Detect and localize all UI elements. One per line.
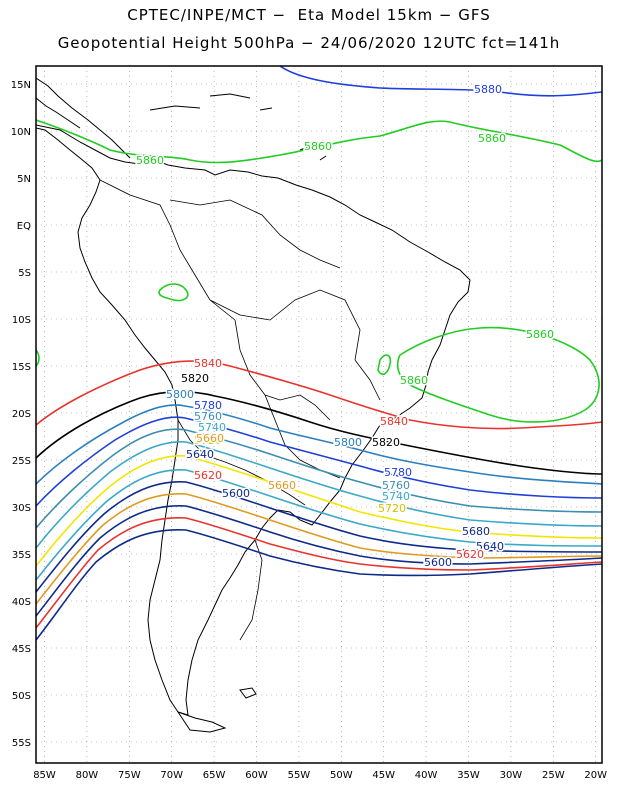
contour-5800 — [36, 404, 602, 485]
lat-tick-label: 45S — [12, 644, 31, 655]
contour-label: 5800 — [166, 388, 194, 401]
lat-tick-label: 40S — [12, 597, 31, 608]
lon-tick-label: 60W — [245, 770, 268, 781]
contour-label: 5600 — [222, 487, 250, 500]
contour-label: 5620 — [456, 548, 484, 561]
lon-tick-label: 50W — [330, 770, 353, 781]
contour-5780 — [36, 416, 602, 507]
contour-label: 5860 — [526, 328, 554, 341]
contour-label: 5640 — [476, 540, 504, 553]
lat-tick-label: 50S — [12, 691, 31, 702]
contour-label: 5660 — [196, 432, 224, 445]
lon-tick-label: 65W — [203, 770, 226, 781]
central-america-coastline-north — [36, 97, 81, 129]
lon-tick-label: 25W — [542, 770, 565, 781]
caribbean-islands — [149, 93, 327, 161]
contour-5840 — [36, 360, 602, 430]
latitude-labels: 15N 10N 5N EQ 5S 10S 15S 20S 25S 30S 35S 40S 45S 50S 5… — [11, 80, 31, 749]
tierra-del-fuego — [176, 711, 227, 733]
contour-label: 5860 — [400, 374, 428, 387]
contour-5820 — [36, 390, 602, 475]
contour-label: 5860 — [304, 140, 332, 153]
lon-tick-label: 70W — [160, 770, 183, 781]
contour-5640 — [36, 505, 602, 617]
contour-5720 — [36, 455, 602, 567]
lat-tick-label: 55S — [12, 738, 31, 749]
graticule — [36, 66, 602, 763]
lat-tick-label: 15S — [12, 362, 31, 373]
lat-tick-label: 20S — [12, 409, 31, 420]
contour-label: 5760 — [194, 410, 222, 423]
lon-tick-label: 75W — [118, 770, 141, 781]
contour-label: 5760 — [382, 479, 410, 492]
contour-labels: 5880 5860 5860 5860 5860 5860 5840 5840 5820 5820… — [135, 82, 556, 571]
contour-label: 5720 — [194, 434, 222, 447]
lat-tick-label: 10S — [12, 315, 31, 326]
contour-5860-amazon — [158, 283, 189, 302]
contour-label: 5860 — [136, 154, 164, 167]
contour-5740 — [36, 441, 602, 549]
contour-label: 5820 — [181, 372, 209, 385]
contour-label: 5860 — [478, 132, 506, 145]
lon-tick-label: 80W — [76, 770, 99, 781]
contour-label: 5740 — [382, 490, 410, 503]
contour-label: 5880 — [474, 83, 502, 96]
lon-tick-label: 85W — [33, 770, 56, 781]
lon-tick-label: 20W — [584, 770, 607, 781]
map-frame — [35, 65, 603, 764]
contour-label: 5680 — [462, 525, 490, 538]
contour-5860-coast — [377, 354, 392, 376]
lon-tick-label: 45W — [372, 770, 395, 781]
contour-5760 — [36, 428, 602, 529]
contour-label: 5600 — [424, 556, 452, 569]
lon-tick-label: 55W — [288, 770, 311, 781]
lat-tick-label: 10N — [11, 127, 31, 138]
contour-5600 — [36, 529, 602, 641]
lat-tick-label: 35S — [12, 550, 31, 561]
contour-label: 5780 — [194, 399, 222, 412]
lat-tick-label: 30S — [12, 503, 31, 514]
contour-5660 — [36, 493, 602, 605]
contour-5680 — [36, 481, 602, 593]
contour-label: 5740 — [198, 421, 226, 434]
contour-5620 — [36, 517, 602, 629]
country-borders — [99, 179, 381, 641]
longitude-labels: 85W 80W 75W 70W 65W 60W 55W 50W 45W 40W 35W 30W 25W 2… — [33, 770, 607, 781]
lon-tick-label: 40W — [415, 770, 438, 781]
contour-label: 5820 — [372, 436, 400, 449]
title-line-2: Geopotential Height 500hPa − 24/06/2020 … — [57, 34, 561, 52]
lat-tick-label: EQ — [17, 221, 31, 232]
contour-label: 5620 — [194, 469, 222, 482]
contour-5700 — [36, 469, 602, 581]
contour-label: 5780 — [384, 466, 412, 479]
contour-label: 5660 — [268, 479, 296, 492]
contour-label: 5840 — [194, 357, 222, 370]
contour-label: 5720 — [378, 502, 406, 515]
falkland-islands — [239, 687, 257, 699]
coastlines — [36, 77, 471, 733]
central-america-coastline — [36, 77, 131, 159]
south-america-coastline — [36, 124, 471, 716]
title-line-1: CPTEC/INPE/MCT − Eta Model 15km − GFS — [127, 6, 491, 24]
lon-tick-label: 35W — [457, 770, 480, 781]
contour-5860-north — [36, 119, 602, 164]
contour-label: 5840 — [380, 415, 408, 428]
lat-tick-label: 5S — [18, 268, 31, 279]
contours — [36, 66, 602, 641]
lat-tick-label: 15N — [11, 80, 31, 91]
contour-5880 — [279, 66, 602, 97]
lat-tick-label: 5N — [17, 174, 31, 185]
lon-tick-label: 30W — [500, 770, 523, 781]
lat-tick-label: 25S — [12, 456, 31, 467]
contour-label: 5800 — [334, 436, 362, 449]
contour-label: 5640 — [186, 448, 214, 461]
contour-5860-west-edge — [36, 349, 40, 367]
contour-5860-atlantic — [396, 326, 600, 423]
